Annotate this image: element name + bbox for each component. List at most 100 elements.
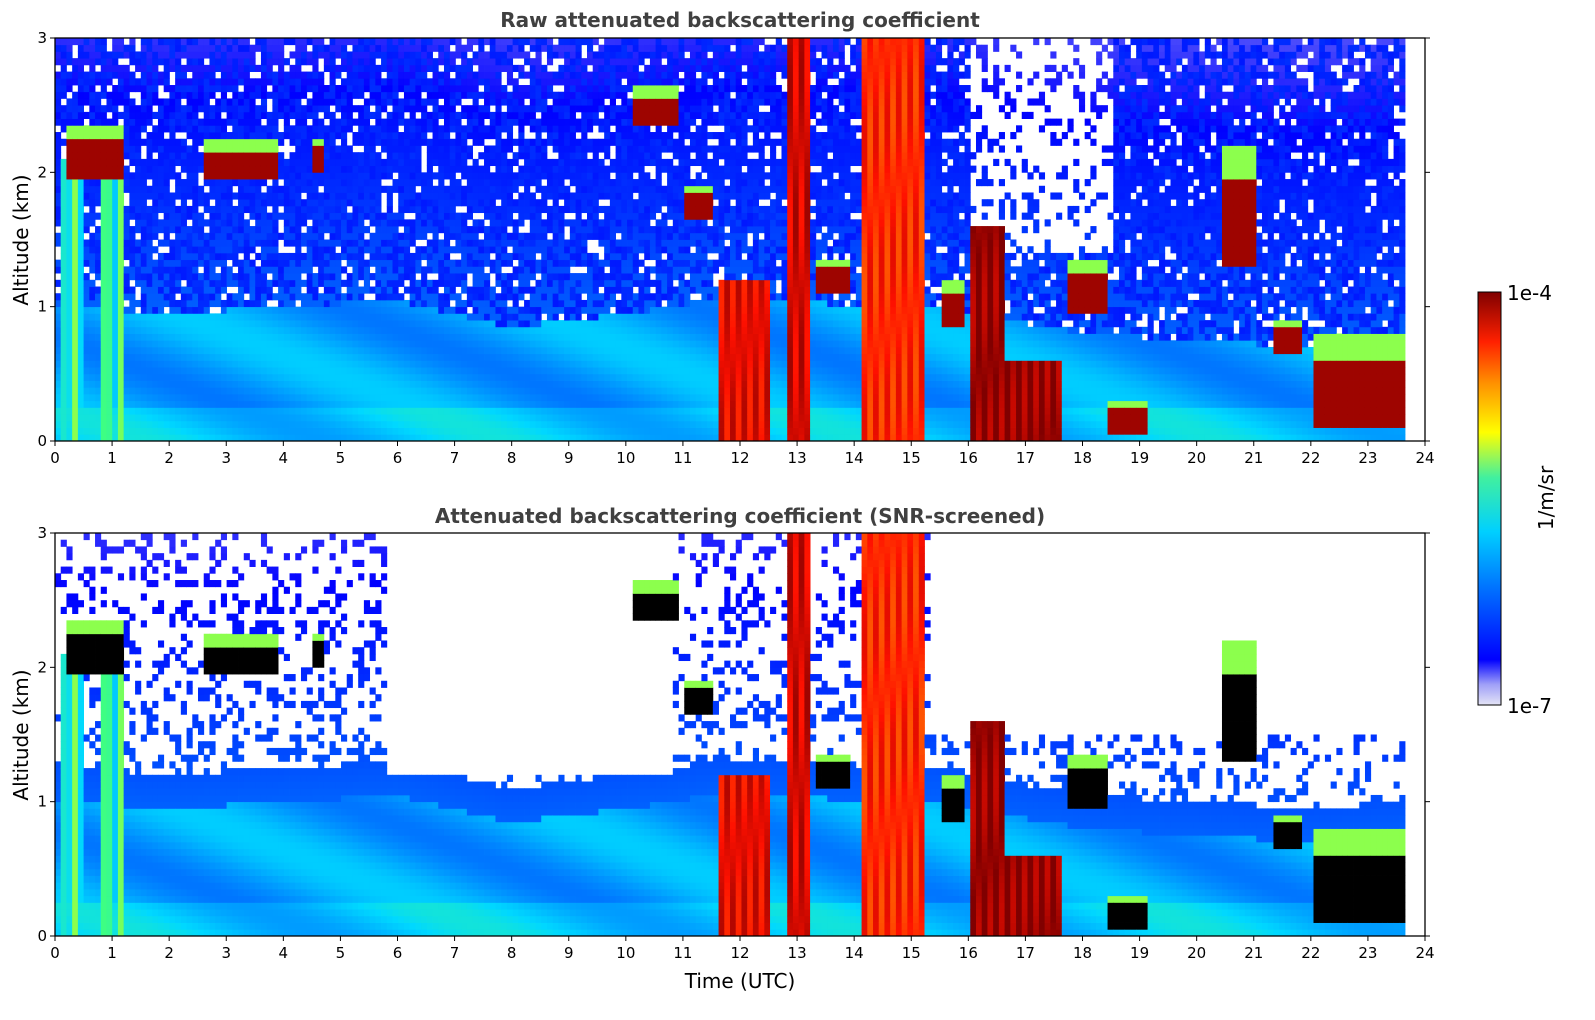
heatmap-cell — [529, 252, 536, 261]
heatmap-cell — [564, 400, 571, 408]
heatmap-cell — [432, 219, 439, 227]
heatmap-cell — [209, 380, 216, 388]
heatmap-cell — [358, 360, 365, 368]
heatmap-cell — [329, 346, 336, 355]
heatmap-cell — [129, 145, 136, 153]
heatmap-cell — [461, 158, 468, 167]
heatmap-cell — [461, 165, 468, 173]
heatmap-cell — [398, 326, 405, 334]
heatmap-cell — [255, 400, 262, 408]
heatmap-cell — [386, 44, 393, 52]
heatmap-cell — [318, 165, 325, 173]
heatmap-cell — [60, 199, 67, 207]
heatmap-cell — [238, 91, 245, 99]
heatmap-cell — [535, 434, 542, 442]
heatmap-cell — [524, 320, 531, 328]
heatmap-cell — [386, 152, 393, 160]
heatmap-cell — [260, 393, 268, 402]
heatmap-cell — [564, 346, 571, 355]
heatmap-cell — [283, 118, 290, 126]
heatmap-cell — [283, 259, 290, 267]
heatmap-cell — [341, 152, 348, 160]
heatmap-cell — [323, 145, 330, 153]
heatmap-cell — [226, 387, 233, 395]
heatmap-cell — [318, 192, 325, 200]
heatmap-cell — [129, 367, 136, 375]
heatmap-cell — [426, 407, 433, 415]
heatmap-cell — [443, 259, 451, 267]
heatmap-cell — [478, 51, 485, 59]
heatmap-cell — [518, 138, 525, 146]
heatmap-cell — [358, 51, 365, 59]
heatmap-cell — [478, 313, 485, 321]
heatmap-cell — [272, 293, 279, 301]
heatmap-cell — [186, 259, 193, 267]
heatmap-cell — [272, 165, 279, 173]
heatmap-cell — [421, 333, 428, 341]
heatmap-cell — [375, 326, 382, 334]
heatmap-cell — [72, 407, 79, 415]
heatmap-cell — [455, 400, 462, 408]
heatmap-cell — [541, 91, 548, 99]
heatmap-cell — [186, 414, 193, 422]
heatmap-cell — [300, 138, 308, 146]
heatmap-cell — [352, 353, 359, 361]
heatmap-cell — [518, 232, 525, 240]
heatmap-cell — [546, 78, 554, 86]
heatmap-cell — [535, 38, 542, 46]
heatmap-cell — [449, 420, 456, 428]
heatmap-cell — [89, 152, 96, 160]
heatmap-cell — [426, 246, 433, 254]
heatmap-cell — [443, 219, 451, 227]
heatmap-cell — [278, 152, 285, 160]
heatmap-cell — [300, 91, 308, 99]
heatmap-cell — [489, 118, 496, 126]
heatmap-cell — [180, 326, 187, 334]
heatmap-cell — [484, 340, 491, 348]
heatmap-cell — [272, 400, 279, 408]
heatmap-cell — [157, 340, 165, 348]
heatmap-cell — [238, 346, 245, 355]
heatmap-cell — [455, 299, 462, 308]
heatmap-cell — [438, 360, 445, 368]
heatmap-cell — [117, 380, 125, 388]
heatmap-cell — [443, 138, 451, 146]
heatmap-cell — [506, 320, 514, 328]
heatmap-cell — [203, 279, 210, 287]
heatmap-cell — [152, 299, 159, 308]
heatmap-cell — [512, 393, 519, 402]
heatmap-cell — [135, 111, 142, 119]
heatmap-cell — [312, 326, 319, 334]
heatmap-cell — [495, 246, 502, 254]
heatmap-cell — [375, 414, 382, 422]
heatmap-cell — [541, 333, 548, 341]
heatmap-cell — [512, 252, 519, 261]
heatmap-cell — [398, 333, 405, 341]
heatmap-cell — [558, 360, 565, 368]
heatmap-cell — [232, 326, 239, 334]
heatmap-cell — [323, 320, 330, 328]
heatmap-cell — [312, 199, 319, 207]
heatmap-cell — [552, 91, 559, 99]
heatmap-cell — [226, 118, 233, 126]
heatmap-cell — [203, 172, 210, 180]
heatmap-cell — [238, 293, 245, 301]
heatmap-cell — [443, 340, 451, 348]
heatmap-cell — [484, 434, 491, 442]
heatmap-cell — [169, 205, 176, 214]
heatmap-cell — [89, 192, 96, 200]
heatmap-cell — [83, 293, 90, 301]
heatmap-cell — [100, 64, 107, 72]
heatmap-cell — [323, 367, 330, 375]
heatmap-cell — [232, 138, 239, 146]
heatmap-cell — [363, 145, 371, 153]
heatmap-cell — [443, 414, 451, 422]
heatmap-cell — [461, 138, 468, 146]
heatmap-cell — [524, 85, 531, 93]
heatmap-cell — [323, 239, 330, 247]
heatmap-cell — [409, 172, 416, 180]
heatmap-cell — [135, 326, 142, 334]
heatmap-cell — [432, 226, 439, 234]
heatmap-cell — [449, 118, 456, 126]
heatmap-cell — [415, 118, 422, 126]
